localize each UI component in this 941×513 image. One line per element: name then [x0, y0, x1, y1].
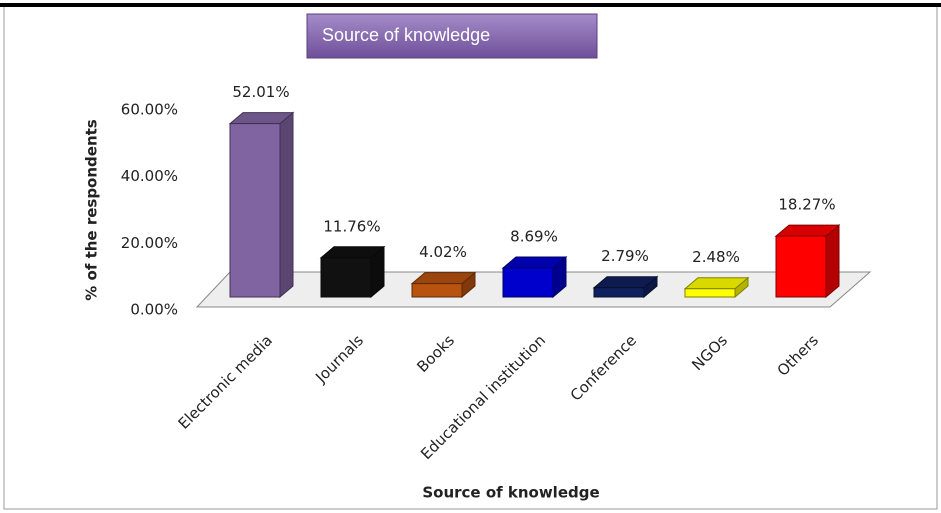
- bar: [593, 287, 645, 298]
- bar: [411, 283, 463, 298]
- value-label: 18.27%: [778, 196, 835, 214]
- bar-side: [825, 224, 840, 299]
- chart-title: Source of knowledge: [322, 25, 490, 45]
- value-label: 4.02%: [419, 243, 467, 261]
- bar: [320, 257, 372, 298]
- bar: [684, 288, 736, 298]
- y-tick-label: 20.00%: [121, 234, 178, 252]
- bar-side: [279, 111, 294, 299]
- y-axis-label: % of the respondents: [83, 119, 101, 301]
- bar: [229, 123, 281, 298]
- bar: [502, 267, 554, 298]
- y-tick-label: 40.00%: [121, 167, 178, 185]
- value-label: 8.69%: [510, 228, 558, 246]
- x-axis-label: Source of knowledge: [422, 484, 599, 502]
- value-label: 52.01%: [232, 83, 289, 101]
- value-label: 2.79%: [601, 247, 649, 265]
- y-tick-label: 60.00%: [121, 101, 178, 119]
- value-label: 11.76%: [323, 217, 380, 235]
- value-label: 2.48%: [692, 248, 740, 266]
- y-tick-label: 0.00%: [130, 301, 178, 319]
- title-box: [306, 13, 598, 59]
- bar: [775, 235, 827, 298]
